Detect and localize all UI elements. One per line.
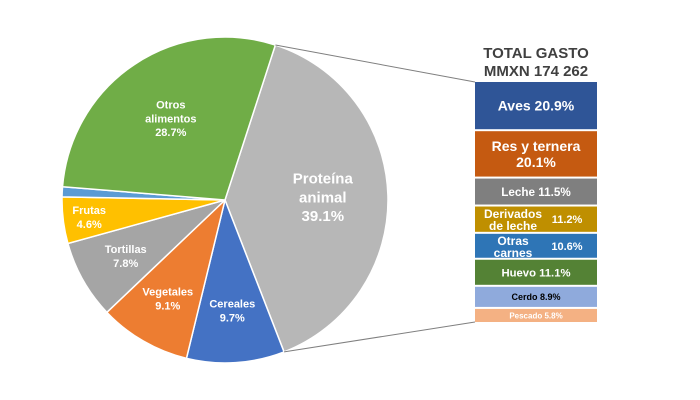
bar-label-huevo: Huevo 11.1%: [501, 267, 570, 279]
bar-segment-aves: [475, 82, 597, 130]
bar-label-pescado: Pescado 5.8%: [509, 311, 562, 320]
pie-to-bar-connectors: [275, 44, 476, 353]
bar-segment-derivados-de-leche: [475, 206, 597, 232]
bar-value-derivados-de-leche: 11.2%: [552, 214, 583, 226]
pie-label-tortillas: Tortillas 7.8%: [105, 244, 147, 270]
bar-label-cerdo: Cerdo 8.9%: [511, 292, 560, 302]
pie-label-cereales: Cereales 9.7%: [209, 299, 255, 325]
bar-title-line1: TOTAL GASTO: [483, 45, 589, 62]
bar-segment-res-y-ternera: [475, 131, 597, 177]
bar-label-leche: Leche 11.5%: [501, 186, 571, 199]
connector-line-bottom: [284, 321, 476, 353]
pie-label-otros-alimentos: Otros alimentos 28.7%: [145, 100, 196, 140]
bar-segment-cerdo: [475, 286, 597, 307]
pie-label-vegetales: Vegetales 9.1%: [142, 287, 193, 313]
pie-slice-otros-alimentos: [61, 36, 277, 201]
bar-segment-huevo: [475, 259, 597, 285]
bar-label-otras-carnes: Otras carnes: [494, 234, 533, 260]
pie-label-proteina-animal: Proteína animal 39.1%: [293, 171, 354, 226]
bar-value-otras-carnes: 10.6%: [551, 241, 582, 253]
connector-line-top: [275, 44, 476, 83]
bar-label-derivados-de-leche: Derivados de leche: [484, 207, 542, 233]
pie-slice-cereales: [185, 197, 286, 364]
pie-slice-vegetales: [105, 197, 227, 360]
pie-slice-proteina-animal: [224, 44, 389, 353]
bar-segment-pescado: [475, 308, 597, 322]
pie-label-frutas: Frutas 4.6%: [72, 205, 106, 231]
bar-title-line2: MMXN 174 262: [484, 63, 588, 80]
bar-label-res-y-ternera: Res y ternera 20.1%: [492, 138, 581, 170]
stacked-bar-chart: TOTAL GASTO MMXN 174 262 Aves 20.9% Res y…: [475, 45, 597, 322]
bar-label-aves: Aves 20.9%: [498, 98, 575, 114]
bar-segment-leche: [475, 178, 597, 205]
bar-segment-otras-carnes: [475, 233, 597, 258]
pie-chart: Proteína animal 39.1% Cereales 9.7% Vegetales…: [61, 36, 389, 364]
